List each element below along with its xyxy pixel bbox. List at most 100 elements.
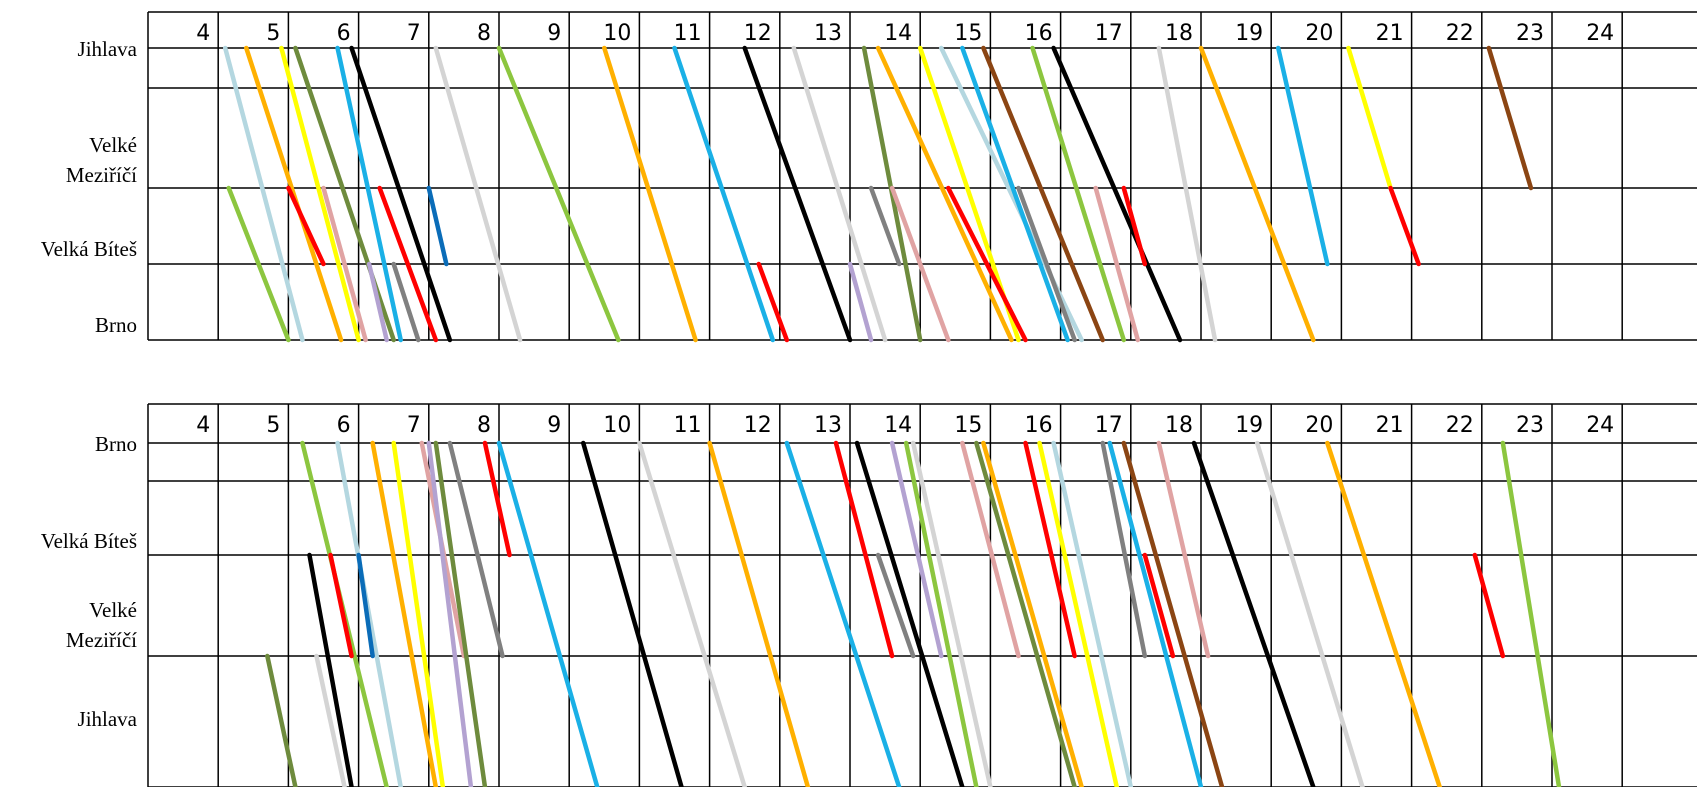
- station-label: Jihlava: [78, 707, 138, 731]
- hour-label: 23: [1516, 21, 1544, 46]
- train-path-line: [946, 185, 1028, 343]
- train-path-line: [875, 45, 1014, 343]
- train-path-line: [580, 440, 684, 787]
- station-label: Velká Bíteš: [41, 237, 137, 261]
- hour-label: 12: [744, 21, 772, 46]
- train-path-line: [1107, 440, 1204, 787]
- train-path-line: [1142, 552, 1176, 659]
- station-label: Brno: [95, 313, 137, 337]
- train-path-line: [226, 185, 291, 343]
- train-path-line: [637, 440, 747, 787]
- train-path-line: [391, 440, 446, 787]
- station-label: Velké: [89, 598, 137, 622]
- hour-label: 9: [547, 413, 561, 438]
- hour-label: 10: [603, 21, 631, 46]
- train-path-line: [672, 45, 776, 343]
- train-path-line: [1023, 440, 1077, 659]
- train-path-line: [391, 261, 421, 343]
- train-path-line: [981, 440, 1084, 787]
- hour-label: 14: [884, 413, 912, 438]
- train-path-line: [447, 440, 505, 659]
- timetable-panel-brno-to-jihlava: 4 5 6 7 8 9 10 11 12 13 14 15 16 17 18 19 20 21 22 23 24 Brno…: [41, 403, 1697, 787]
- hour-label: 13: [814, 413, 842, 438]
- hour-label: 17: [1095, 413, 1123, 438]
- station-label: Meziříčí: [66, 163, 137, 187]
- hour-label: 5: [266, 21, 280, 46]
- train-path-line: [1198, 45, 1316, 343]
- train-path-line: [356, 552, 375, 659]
- hour-label: 14: [884, 21, 912, 46]
- train-path-line: [1275, 45, 1330, 267]
- hour-label: 6: [337, 413, 351, 438]
- train-path-line: [707, 440, 811, 787]
- hour-label: 19: [1235, 413, 1263, 438]
- train-path-line: [433, 45, 523, 343]
- hour-label: 18: [1165, 413, 1193, 438]
- train-path-line: [833, 440, 895, 659]
- train-path-line: [602, 45, 698, 343]
- station-label: Brno: [95, 432, 137, 456]
- hour-label: 21: [1376, 413, 1404, 438]
- train-path-line: [1156, 440, 1211, 659]
- train-path-line: [321, 185, 368, 343]
- train-path-line: [496, 440, 600, 787]
- train-path-line: [366, 261, 389, 343]
- train-path-line: [1100, 440, 1148, 659]
- train-path-line: [482, 440, 512, 558]
- train-path-line: [1388, 185, 1421, 267]
- train-path-line: [756, 261, 790, 343]
- train-path-line: [1093, 185, 1141, 343]
- train-path-line: [868, 185, 902, 267]
- hour-label: 22: [1446, 413, 1474, 438]
- station-label: Velké: [89, 133, 137, 157]
- train-path-line: [265, 653, 298, 787]
- train-path-line: [875, 552, 916, 659]
- hour-label: 5: [266, 413, 280, 438]
- train-path-line: [960, 440, 1021, 659]
- train-path-line: [349, 45, 453, 343]
- hour-label: 21: [1376, 21, 1404, 46]
- station-label: Meziříčí: [66, 628, 137, 652]
- train-path-line: [1016, 185, 1077, 343]
- hour-label: 12: [744, 413, 772, 438]
- train-path-line: [784, 440, 902, 787]
- train-path-line: [307, 552, 354, 787]
- train-path-line: [426, 185, 449, 267]
- train-path-line: [377, 185, 439, 343]
- train-path-line: [293, 45, 396, 343]
- hour-label: 15: [954, 21, 982, 46]
- hour-label: 23: [1516, 413, 1544, 438]
- train-path-line: [1037, 440, 1120, 787]
- train-path-line: [1254, 440, 1365, 787]
- train-path-line: [1156, 45, 1218, 343]
- train-path-line: [854, 440, 965, 787]
- train-path-line: [903, 440, 979, 787]
- train-path-line: [742, 45, 853, 343]
- hour-label: 10: [603, 413, 631, 438]
- train-path-line: [889, 440, 944, 659]
- hour-label: 17: [1095, 21, 1123, 46]
- train-path-line: [910, 440, 993, 787]
- train-path-line: [433, 440, 488, 787]
- timetable-panel-jihlava-to-brno: 4 5 6 7 8 9 10 11 12 13 14 15 16 17 18 19 20 21 22 23 24 Jihl…: [41, 11, 1697, 343]
- train-path-line: [222, 45, 305, 343]
- train-path-line: [286, 185, 326, 267]
- hour-label: 19: [1235, 21, 1263, 46]
- train-path-line: [335, 45, 403, 343]
- train-path-line: [426, 440, 474, 787]
- hour-label: 13: [814, 21, 842, 46]
- hour-label: 7: [407, 413, 421, 438]
- hour-label: 8: [477, 413, 491, 438]
- train-path-line: [1346, 45, 1393, 191]
- train-path-line: [1500, 440, 1562, 787]
- hour-label: 20: [1305, 413, 1333, 438]
- hour-label: 15: [954, 413, 982, 438]
- train-path-line: [496, 45, 621, 343]
- hour-label: 20: [1305, 21, 1333, 46]
- train-path-line: [279, 45, 361, 343]
- train-path-line: [1472, 552, 1506, 659]
- train-path-line: [1121, 440, 1225, 787]
- hour-label: 16: [1025, 21, 1053, 46]
- train-path-line: [1325, 440, 1442, 787]
